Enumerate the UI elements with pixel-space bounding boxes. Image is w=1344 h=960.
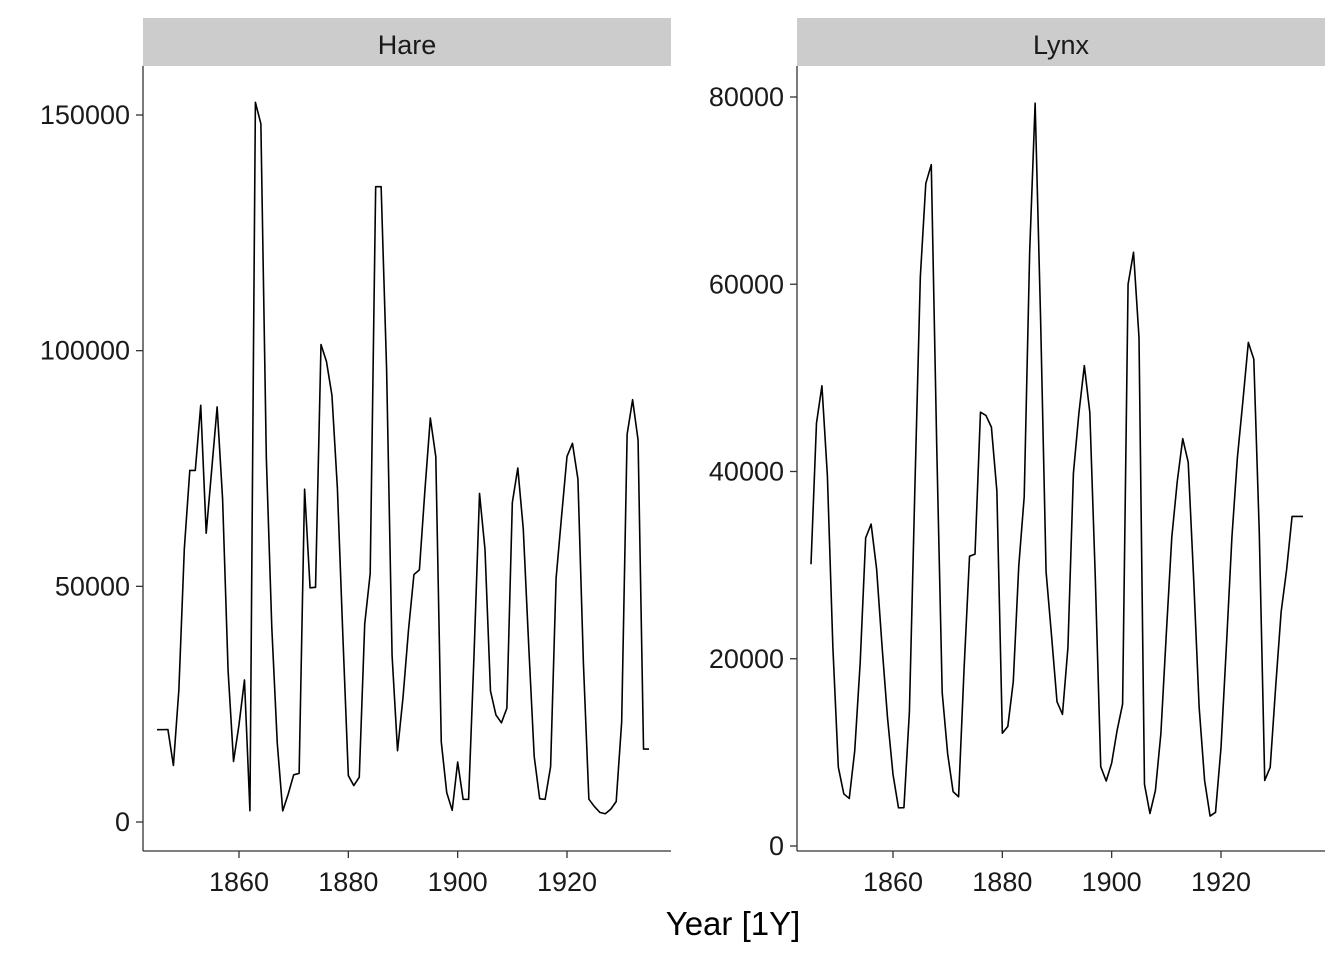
y-ticks-hare: 0 50000 100000 150000 (40, 100, 143, 837)
series-line-hare (156, 101, 649, 815)
strip-hare (143, 18, 671, 66)
x-tick-label: 1860 (209, 867, 269, 897)
y-tick-label: 100000 (40, 336, 130, 366)
x-tick-label: 1920 (1191, 867, 1251, 897)
y-tick-label: 0 (115, 807, 130, 837)
y-tick-label: 50000 (55, 571, 130, 601)
x-tick-label: 1920 (537, 867, 597, 897)
y-tick-label: 80000 (709, 82, 784, 112)
strip-label-hare: Hare (378, 30, 437, 60)
series-line-lynx (810, 102, 1303, 817)
x-tick-label: 1900 (1082, 867, 1142, 897)
x-ticks-hare: 1860 1880 1900 1920 (209, 851, 597, 897)
x-ticks-lynx: 1860 1880 1900 1920 (863, 851, 1251, 897)
y-tick-label: 0 (769, 831, 784, 861)
strip-lynx (797, 18, 1325, 66)
x-tick-label: 1880 (972, 867, 1032, 897)
x-tick-label: 1860 (863, 867, 923, 897)
strip-label-lynx: Lynx (1033, 30, 1090, 60)
y-tick-label: 60000 (709, 269, 784, 299)
y-tick-label: 40000 (709, 457, 784, 487)
x-axis-title: Year [1Y] (666, 905, 801, 942)
y-ticks-lynx: 0 20000 40000 60000 80000 (709, 82, 797, 861)
x-tick-label: 1880 (318, 867, 378, 897)
y-tick-label: 20000 (709, 644, 784, 674)
y-tick-label: 150000 (40, 100, 130, 130)
x-tick-label: 1900 (428, 867, 488, 897)
panel-hare: Hare 0 50000 100000 150000 1860 1880 1900 1920 (40, 18, 671, 897)
